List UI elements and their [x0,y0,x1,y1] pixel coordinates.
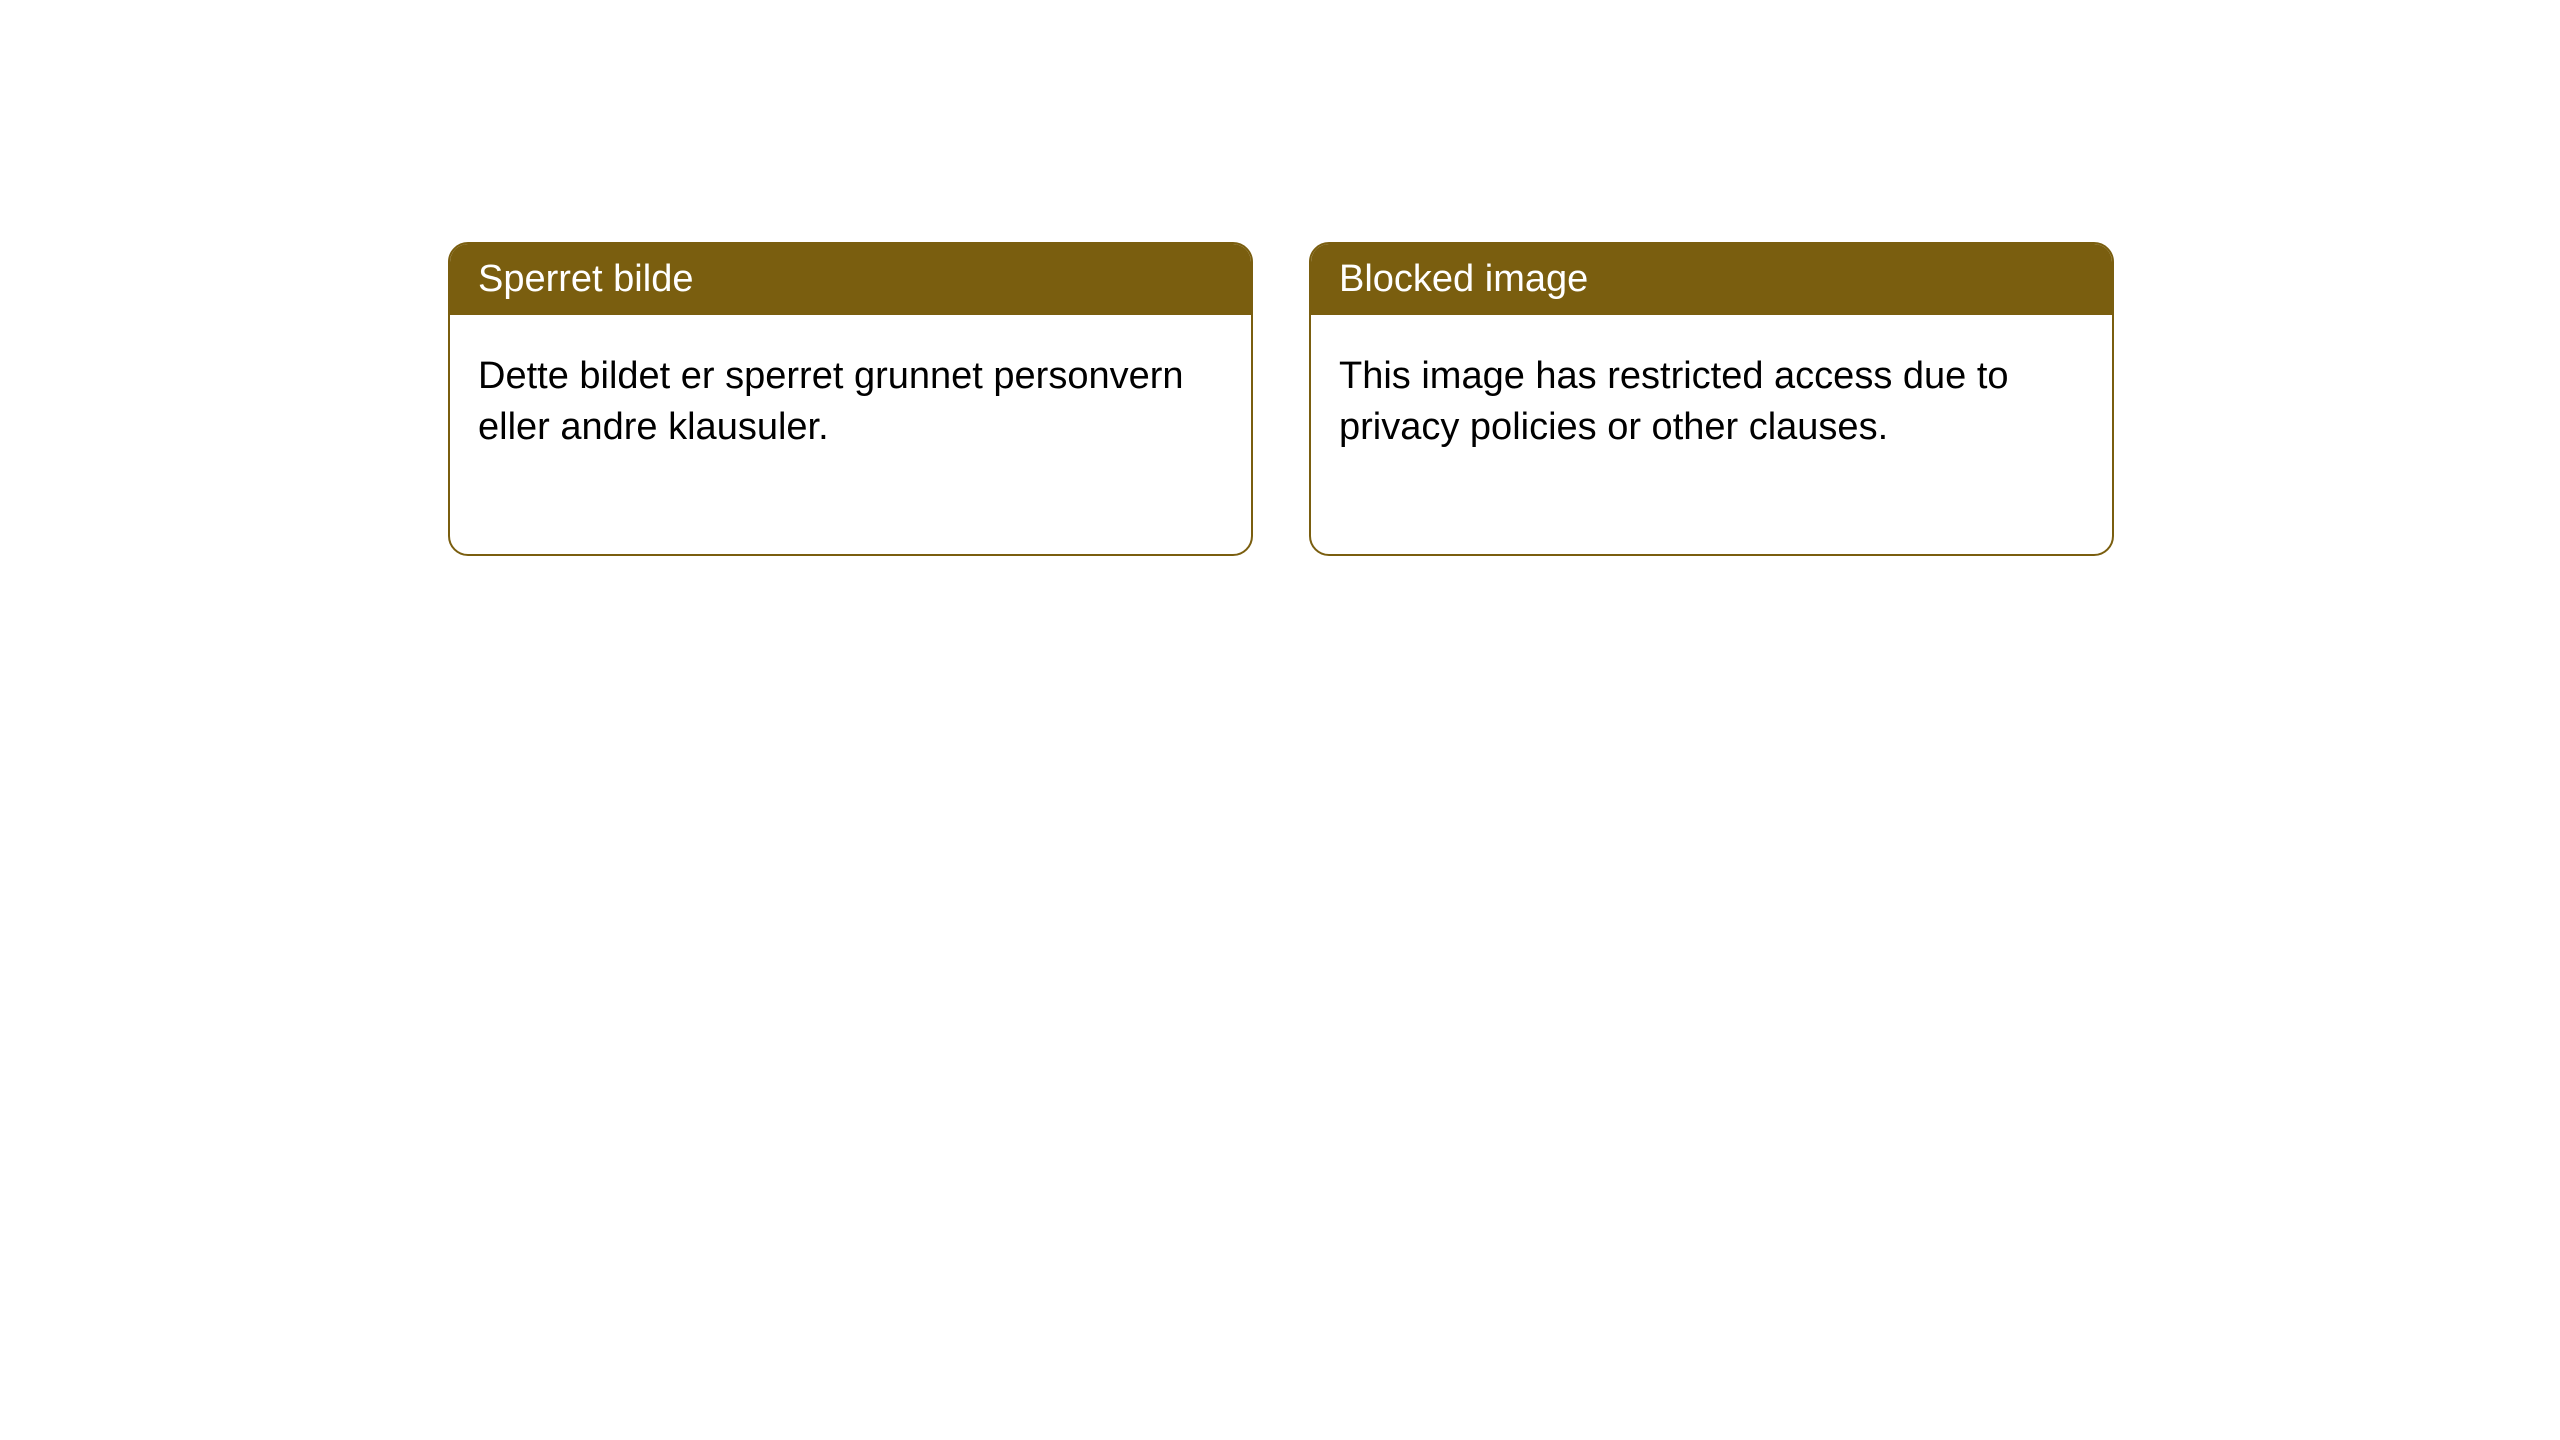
card-body: Dette bildet er sperret grunnet personve… [450,315,1251,554]
card-body: This image has restricted access due to … [1311,315,2112,554]
card-header: Blocked image [1311,244,2112,315]
card-header-text: Blocked image [1339,258,1588,300]
card-body-text: This image has restricted access due to … [1339,355,2009,448]
card-header-text: Sperret bilde [478,258,693,300]
card-header: Sperret bilde [450,244,1251,315]
notice-container: Sperret bilde Dette bildet er sperret gr… [0,0,2560,556]
blocked-image-card-en: Blocked image This image has restricted … [1309,242,2114,556]
card-body-text: Dette bildet er sperret grunnet personve… [478,355,1184,448]
blocked-image-card-no: Sperret bilde Dette bildet er sperret gr… [448,242,1253,556]
